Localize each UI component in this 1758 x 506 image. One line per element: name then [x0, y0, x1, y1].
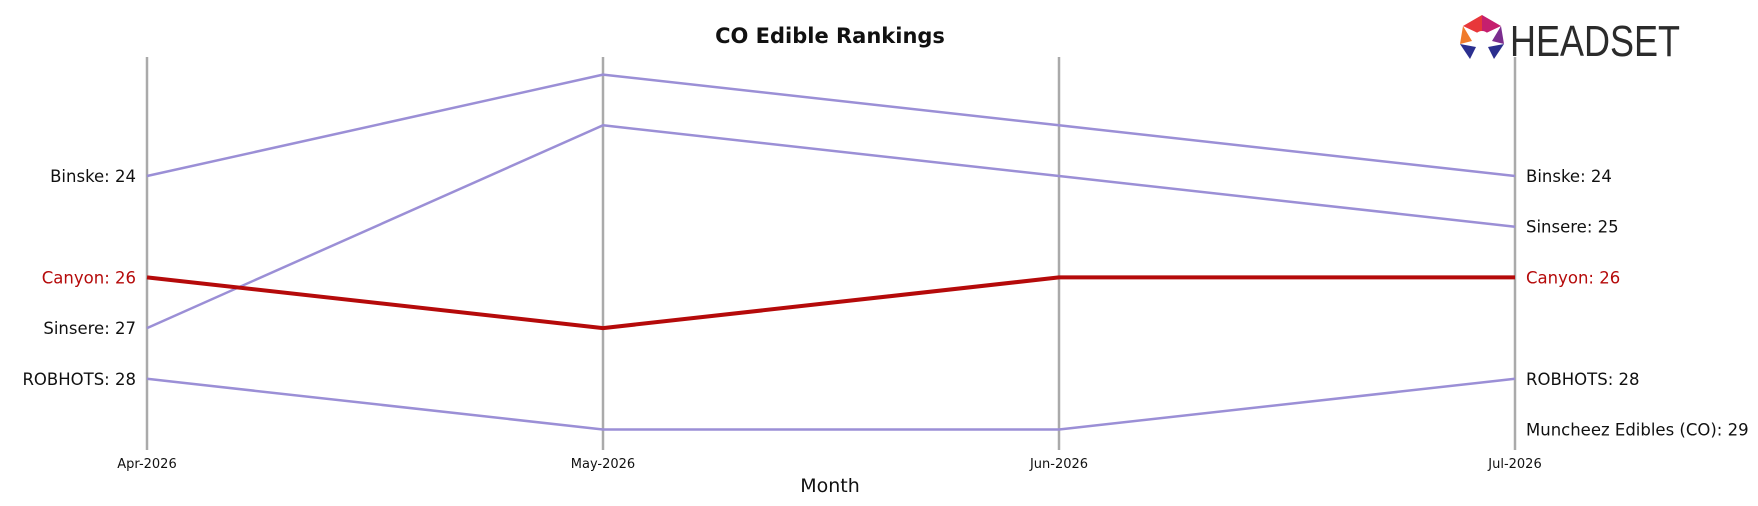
series-line-sinsere [146, 124, 1516, 330]
month-gridlines [145, 57, 1517, 450]
headset-logo-text: HEADSET [1510, 17, 1680, 66]
x-tick-labels: Apr-2026 May-2026 Jun-2026 Jul-2026 [117, 457, 1541, 472]
left-label-sinsere: Sinsere: 27 [43, 319, 136, 338]
right-label-sinsere: Sinsere: 25 [1526, 218, 1619, 237]
right-label-binske: Binske: 24 [1526, 167, 1612, 186]
headset-logo: HEADSET [1460, 15, 1680, 66]
left-label-robhots: ROBHOTS: 28 [22, 370, 136, 389]
right-rank-labels: Binske: 24 Sinsere: 25 Canyon: 26 ROBHOTS: … [1526, 167, 1749, 440]
right-label-robhots: ROBHOTS: 28 [1526, 370, 1640, 389]
series-line-robhots [146, 377, 1516, 431]
x-axis-label: Month [800, 475, 860, 497]
left-label-binske: Binske: 24 [50, 167, 136, 186]
x-tick-may-2026: May-2026 [571, 457, 635, 472]
x-tick-jun-2026: Jun-2026 [1029, 457, 1088, 472]
x-tick-apr-2026: Apr-2026 [117, 457, 176, 472]
right-label-muncheez-edibles-co: Muncheez Edibles (CO): 29 [1526, 421, 1749, 440]
left-rank-labels: Binske: 24 Canyon: 26 Sinsere: 27 ROBHOTS: … [22, 167, 136, 389]
headset-logo-icon [1460, 15, 1504, 59]
series-line-canyon [146, 275, 1515, 331]
chart-title: CO Edible Rankings [715, 24, 945, 48]
series-line-binske [146, 73, 1516, 178]
x-tick-jul-2026: Jul-2026 [1487, 457, 1541, 472]
right-label-canyon: Canyon: 26 [1526, 268, 1620, 287]
series-lines [146, 73, 1516, 431]
left-label-canyon: Canyon: 26 [42, 268, 136, 287]
